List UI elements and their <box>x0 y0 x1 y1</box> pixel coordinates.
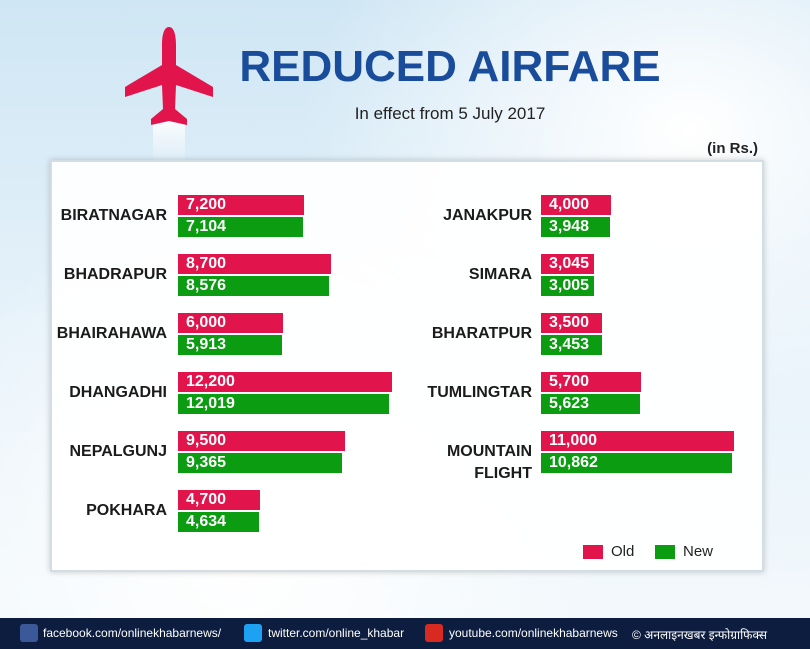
legend-label: New <box>683 543 714 560</box>
bar: 4,634 <box>178 512 260 532</box>
value-label: 11,000 <box>549 432 598 449</box>
category-label: DHANGADHI <box>69 384 167 401</box>
value-label: 10,862 <box>549 454 598 471</box>
value-label: 8,700 <box>186 255 227 272</box>
bar: 12,019 <box>178 394 389 414</box>
value-label: 5,700 <box>549 373 590 390</box>
category-label: JANAKPUR <box>443 207 532 224</box>
footer: facebook.com/onlinekhabarnews/ twitter.c… <box>0 618 810 649</box>
category-label: POKHARA <box>86 502 167 519</box>
bar: 3,948 <box>541 217 611 237</box>
category-label: BIRATNAGAR <box>60 207 167 224</box>
category-label: BHARATPUR <box>431 325 532 342</box>
category-label: SIMARA <box>468 266 532 283</box>
value-label: 8,576 <box>186 277 227 294</box>
category-label: BHAIRAHAWA <box>56 325 167 342</box>
bar: 7,104 <box>178 217 303 237</box>
value-label: 3,453 <box>549 336 590 353</box>
value-label: 4,634 <box>186 513 227 530</box>
value-label: 4,700 <box>186 491 227 508</box>
youtube-icon <box>425 624 443 642</box>
bar: 9,365 <box>178 453 343 473</box>
category-label: MOUNTAIN FLIGHT <box>446 443 532 482</box>
category-label: TUMLINGTAR <box>427 384 532 401</box>
title: REDUCED AIRFARE <box>239 42 661 91</box>
value-label: 3,500 <box>549 314 590 331</box>
category-label: BHADRAPUR <box>63 266 167 283</box>
legend-label: Old <box>611 543 635 560</box>
value-label: 5,913 <box>186 336 227 353</box>
bar: 4,700 <box>178 490 261 510</box>
bar: 12,200 <box>178 372 393 392</box>
value-label: 9,365 <box>186 454 227 471</box>
category-label: NEPALGUNJ <box>69 443 168 460</box>
bar: 3,005 <box>541 276 594 296</box>
bar: 3,045 <box>541 254 595 274</box>
facebook-icon <box>20 624 38 642</box>
chart-panel <box>50 160 764 572</box>
bar: 9,500 <box>178 431 345 451</box>
value-label: 3,005 <box>549 277 590 294</box>
unit-note: (in Rs.) <box>707 140 758 157</box>
value-label: 12,200 <box>186 373 235 390</box>
footer-link[interactable]: youtube.com/onlinekhabarnews <box>449 626 618 640</box>
value-label: 7,200 <box>186 196 227 213</box>
value-label: 6,000 <box>186 314 227 331</box>
footer-link[interactable]: twitter.com/online_khabar <box>268 626 405 640</box>
bar: 10,862 <box>541 453 732 473</box>
bar: 8,576 <box>178 276 329 296</box>
bar: 3,453 <box>541 335 602 355</box>
bar: 11,000 <box>541 431 735 451</box>
footer-credit: © अनलाइनखबर इन्फोग्राफिक्स <box>632 628 768 642</box>
twitter-icon <box>244 624 262 642</box>
value-label: 7,104 <box>186 218 227 235</box>
bar: 4,000 <box>541 195 612 215</box>
bar: 8,700 <box>178 254 331 274</box>
value-label: 3,045 <box>549 255 590 272</box>
subtitle: In effect from 5 July 2017 <box>354 104 546 123</box>
bar: 5,913 <box>178 335 282 355</box>
bar: 6,000 <box>178 313 284 333</box>
legend-swatch <box>583 545 603 559</box>
footer-link[interactable]: facebook.com/onlinekhabarnews/ <box>43 626 222 640</box>
value-label: 3,948 <box>549 218 590 235</box>
bar: 7,200 <box>178 195 305 215</box>
value-label: 9,500 <box>186 432 227 449</box>
bar: 5,623 <box>541 394 640 414</box>
value-label: 4,000 <box>549 196 590 213</box>
legend-swatch <box>655 545 675 559</box>
value-label: 12,019 <box>186 395 235 412</box>
bar: 5,700 <box>541 372 642 392</box>
plane-icon <box>125 27 213 165</box>
bar: 3,500 <box>541 313 603 333</box>
value-label: 5,623 <box>549 395 590 412</box>
